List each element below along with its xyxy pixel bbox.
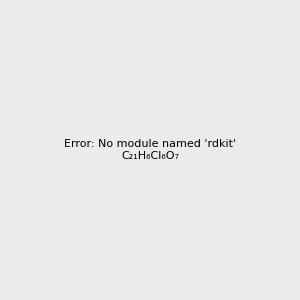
Text: Error: No module named 'rdkit'
C₂₁H₆Cl₆O₇: Error: No module named 'rdkit' C₂₁H₆Cl₆O… [64,139,236,161]
